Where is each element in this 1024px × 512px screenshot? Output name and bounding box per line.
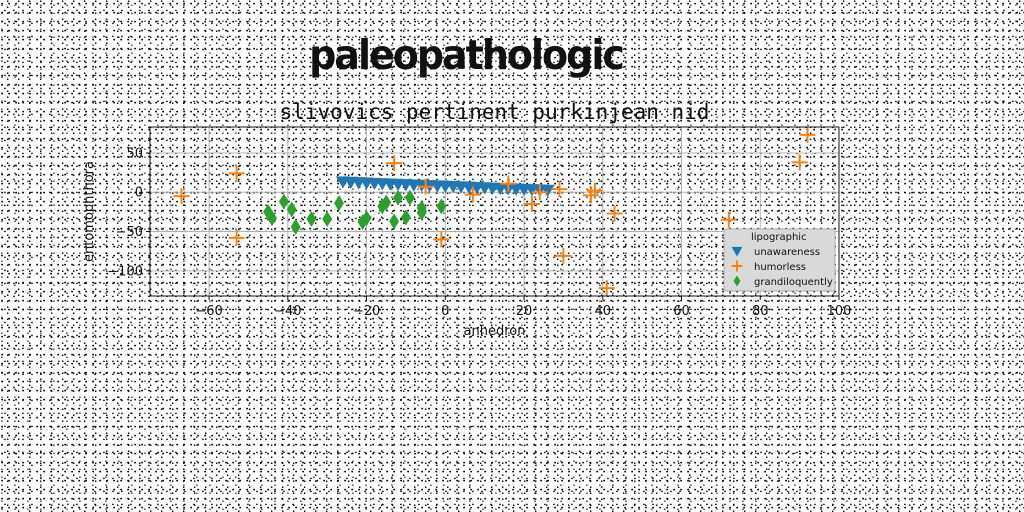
- data-point-humorless: [433, 231, 450, 248]
- data-point-humorless: [417, 178, 434, 195]
- data-point-humorless: [228, 229, 245, 246]
- data-point-grandiloquently: [404, 189, 415, 206]
- data-point-grandiloquently: [263, 203, 274, 220]
- legend-label-grandiloquently: grandiloquently: [754, 277, 833, 288]
- legend-marker-humorless: [731, 260, 743, 272]
- y-tick-label: 0: [135, 186, 143, 201]
- data-points: [173, 126, 816, 297]
- x-tick-label: 80: [752, 304, 769, 319]
- y-tick-label: −50: [116, 225, 143, 240]
- data-point-humorless: [555, 247, 572, 264]
- data-point-grandiloquently: [334, 195, 344, 212]
- data-point-humorless: [523, 196, 540, 213]
- data-point-humorless: [173, 188, 190, 205]
- data-point-humorless: [586, 182, 603, 199]
- data-point-humorless: [228, 165, 245, 182]
- y-tick-label: −100: [107, 264, 143, 279]
- data-point-grandiloquently: [322, 210, 333, 227]
- data-point-humorless: [531, 184, 548, 201]
- data-point-grandiloquently: [389, 213, 400, 230]
- x-tick-label: 60: [673, 304, 690, 319]
- data-point-grandiloquently: [278, 193, 289, 210]
- x-tick-label: 100: [827, 304, 852, 319]
- data-point-grandiloquently: [267, 210, 278, 227]
- legend-entries: unawareness humorless grandiloquently: [731, 246, 833, 288]
- x-tick-label: 40: [594, 304, 611, 319]
- data-point-grandiloquently: [416, 199, 427, 216]
- legend-title: lipographic: [751, 232, 807, 243]
- chart-title: slivovics pertinent purkinjean nid: [280, 100, 710, 124]
- data-point-grandiloquently: [436, 198, 447, 215]
- x-tick-label: 20: [516, 304, 533, 319]
- plot-frame: [149, 126, 840, 297]
- data-point-humorless: [799, 126, 816, 143]
- legend-marker-unawareness: [731, 246, 743, 257]
- y-tick-label: 50: [126, 146, 143, 161]
- data-point-humorless: [500, 175, 517, 192]
- axis-ticks: −60 −40 −20 0 20 40 60 80 100 50 0 −50 −100: [107, 146, 851, 319]
- legend-label-humorless: humorless: [754, 262, 806, 273]
- data-point-humorless: [791, 154, 808, 171]
- x-tick-label: −60: [195, 304, 222, 319]
- x-tick-label: 0: [441, 304, 449, 319]
- data-point-humorless: [464, 186, 481, 203]
- data-point-grandiloquently: [306, 210, 317, 227]
- page-heading: paleopathologic: [309, 31, 625, 79]
- data-point-unawareness: [540, 184, 555, 198]
- data-point-humorless: [386, 155, 403, 172]
- legend-box: [723, 228, 836, 292]
- legend-label-unawareness: unawareness: [754, 247, 820, 258]
- legend: lipographic unawareness humorless grandilo…: [723, 228, 836, 292]
- data-point-grandiloquently: [361, 210, 372, 227]
- y-axis-label: entomophthora: [82, 161, 97, 262]
- data-point-grandiloquently: [286, 201, 297, 218]
- data-point-humorless: [598, 280, 615, 297]
- data-point-grandiloquently: [290, 218, 301, 235]
- data-point-grandiloquently: [381, 194, 392, 211]
- legend-marker-grandiloquently: [733, 275, 741, 287]
- data-point-grandiloquently: [400, 209, 411, 226]
- x-axis-label: anhedron: [464, 324, 526, 339]
- x-tick-label: −40: [274, 304, 301, 319]
- data-point-humorless: [606, 205, 623, 222]
- x-tick-label: −20: [353, 304, 380, 319]
- data-point-grandiloquently: [393, 189, 403, 206]
- data-point-humorless: [551, 181, 568, 198]
- data-point-humorless: [720, 211, 737, 228]
